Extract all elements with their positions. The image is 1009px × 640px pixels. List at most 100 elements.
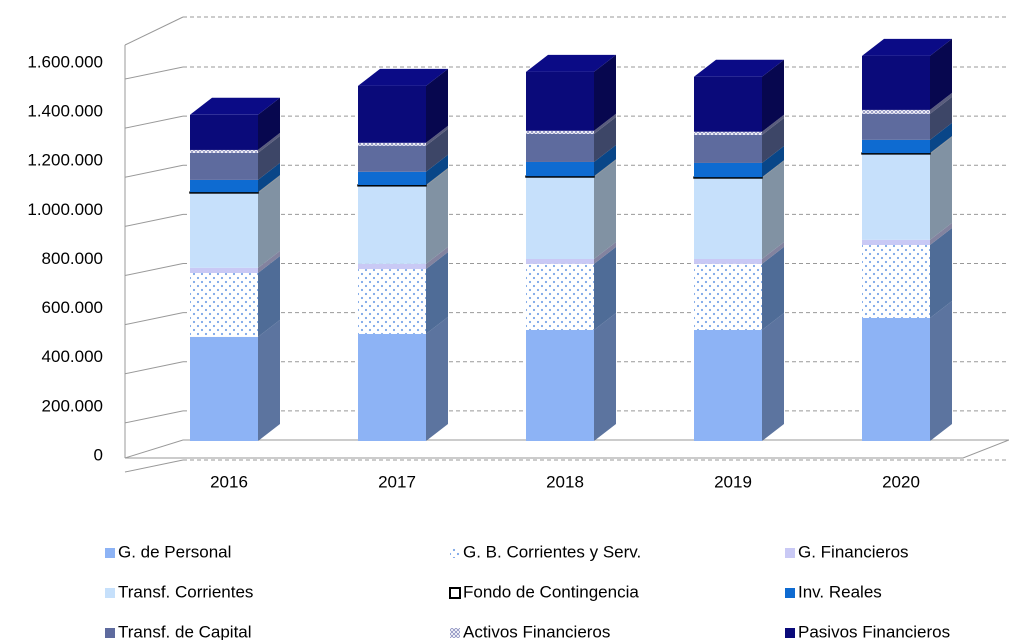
bar-side xyxy=(426,128,448,172)
bar-front xyxy=(190,149,258,153)
bar-front xyxy=(358,185,426,264)
bar-side xyxy=(762,241,784,264)
bar-segment xyxy=(358,168,448,264)
bar-side xyxy=(594,116,616,162)
bar-segment xyxy=(694,160,784,259)
legend-label: G. Financieros xyxy=(798,542,909,561)
bar-side xyxy=(762,246,784,330)
bar-segment xyxy=(190,255,280,337)
bar-segment xyxy=(526,312,616,441)
bar-segment xyxy=(358,128,448,172)
bar-side xyxy=(762,312,784,441)
bar-side xyxy=(594,113,616,134)
bar-front xyxy=(694,177,762,259)
bar-side xyxy=(594,144,616,177)
bar-segment xyxy=(190,135,280,180)
bar-front xyxy=(694,162,762,178)
bar-front xyxy=(189,191,259,194)
legend-swatch xyxy=(449,587,461,599)
grid-line-side xyxy=(124,164,184,178)
bar-front xyxy=(358,85,426,143)
bar-front xyxy=(693,176,763,179)
bar-front xyxy=(526,176,594,259)
bar-front xyxy=(358,145,426,172)
floor xyxy=(124,439,1009,459)
bar-side xyxy=(930,92,952,114)
legend-swatch xyxy=(785,548,795,558)
bar-segment xyxy=(358,154,448,186)
bar-segment xyxy=(862,92,952,114)
y-tick-label: 1.400.000 xyxy=(27,102,103,121)
bar-front xyxy=(694,329,762,441)
bar-segment xyxy=(358,252,448,334)
legend-swatch xyxy=(105,588,115,598)
bar-segment xyxy=(694,246,784,330)
bar-front xyxy=(526,161,594,177)
bar-side xyxy=(930,122,952,154)
bar-segment xyxy=(526,144,616,177)
x-tick-label: 2017 xyxy=(378,472,416,491)
bar-segment xyxy=(862,136,952,240)
bar-side xyxy=(258,175,280,193)
bar-front xyxy=(526,130,594,134)
bar-front xyxy=(190,179,258,193)
bar-front xyxy=(526,263,594,330)
bar-side xyxy=(426,316,448,441)
bar-front xyxy=(694,263,762,330)
legend-swatch xyxy=(105,548,115,558)
y-tick-label: 1.000.000 xyxy=(27,200,103,219)
bar-side xyxy=(594,54,616,131)
bar-side xyxy=(426,168,448,264)
bar-side xyxy=(930,96,952,140)
bar-side xyxy=(930,227,952,318)
bar-front xyxy=(190,192,258,268)
bar-side xyxy=(930,38,952,110)
bar-front xyxy=(862,139,930,154)
legend-label: Activos Financieros xyxy=(463,622,610,640)
bar-side xyxy=(258,132,280,153)
grid-line-side xyxy=(124,66,184,80)
bar-top xyxy=(862,38,952,56)
bar-segment xyxy=(526,116,616,162)
bar-side xyxy=(930,136,952,240)
y-tick-label: 400.000 xyxy=(42,347,103,366)
bar-side xyxy=(426,154,448,186)
bar-front xyxy=(862,153,930,240)
bar-segment xyxy=(862,227,952,318)
y-tick-label: 200.000 xyxy=(42,396,103,415)
bar-front xyxy=(694,134,762,163)
bar-front xyxy=(358,333,426,441)
bar-front xyxy=(358,142,426,146)
bar-segment xyxy=(358,316,448,441)
bar-side xyxy=(762,160,784,259)
grid-line-side xyxy=(124,312,184,326)
legend-label: G. B. Corrientes y Serv. xyxy=(463,542,641,561)
bar-front xyxy=(526,71,594,131)
bar-side xyxy=(594,312,616,441)
legend-label: Pasivos Financieros xyxy=(798,622,950,640)
x-tick-label: 2019 xyxy=(714,472,752,491)
bar-segment xyxy=(526,113,616,134)
bar-segment xyxy=(694,145,784,178)
bar-side xyxy=(762,114,784,135)
legend-swatch xyxy=(450,548,460,558)
grid-line-side xyxy=(124,361,184,375)
bar-side xyxy=(258,319,280,441)
bar-front xyxy=(862,317,930,441)
bar-segment xyxy=(694,117,784,163)
legend-label: Transf. Corrientes xyxy=(118,582,253,601)
bar-side xyxy=(258,250,280,273)
bar-segment xyxy=(526,54,616,131)
bar-front xyxy=(862,109,930,114)
bar-front xyxy=(694,258,762,264)
bar-side xyxy=(426,246,448,270)
bar-segment xyxy=(526,241,616,264)
bar-side xyxy=(258,135,280,180)
bar-front xyxy=(526,133,594,162)
x-tick-label: 2020 xyxy=(882,472,920,491)
bar-segment xyxy=(862,222,952,245)
legend-swatch xyxy=(105,628,115,638)
grid-line-side xyxy=(124,459,184,473)
y-tick-label: 0 xyxy=(94,445,103,464)
